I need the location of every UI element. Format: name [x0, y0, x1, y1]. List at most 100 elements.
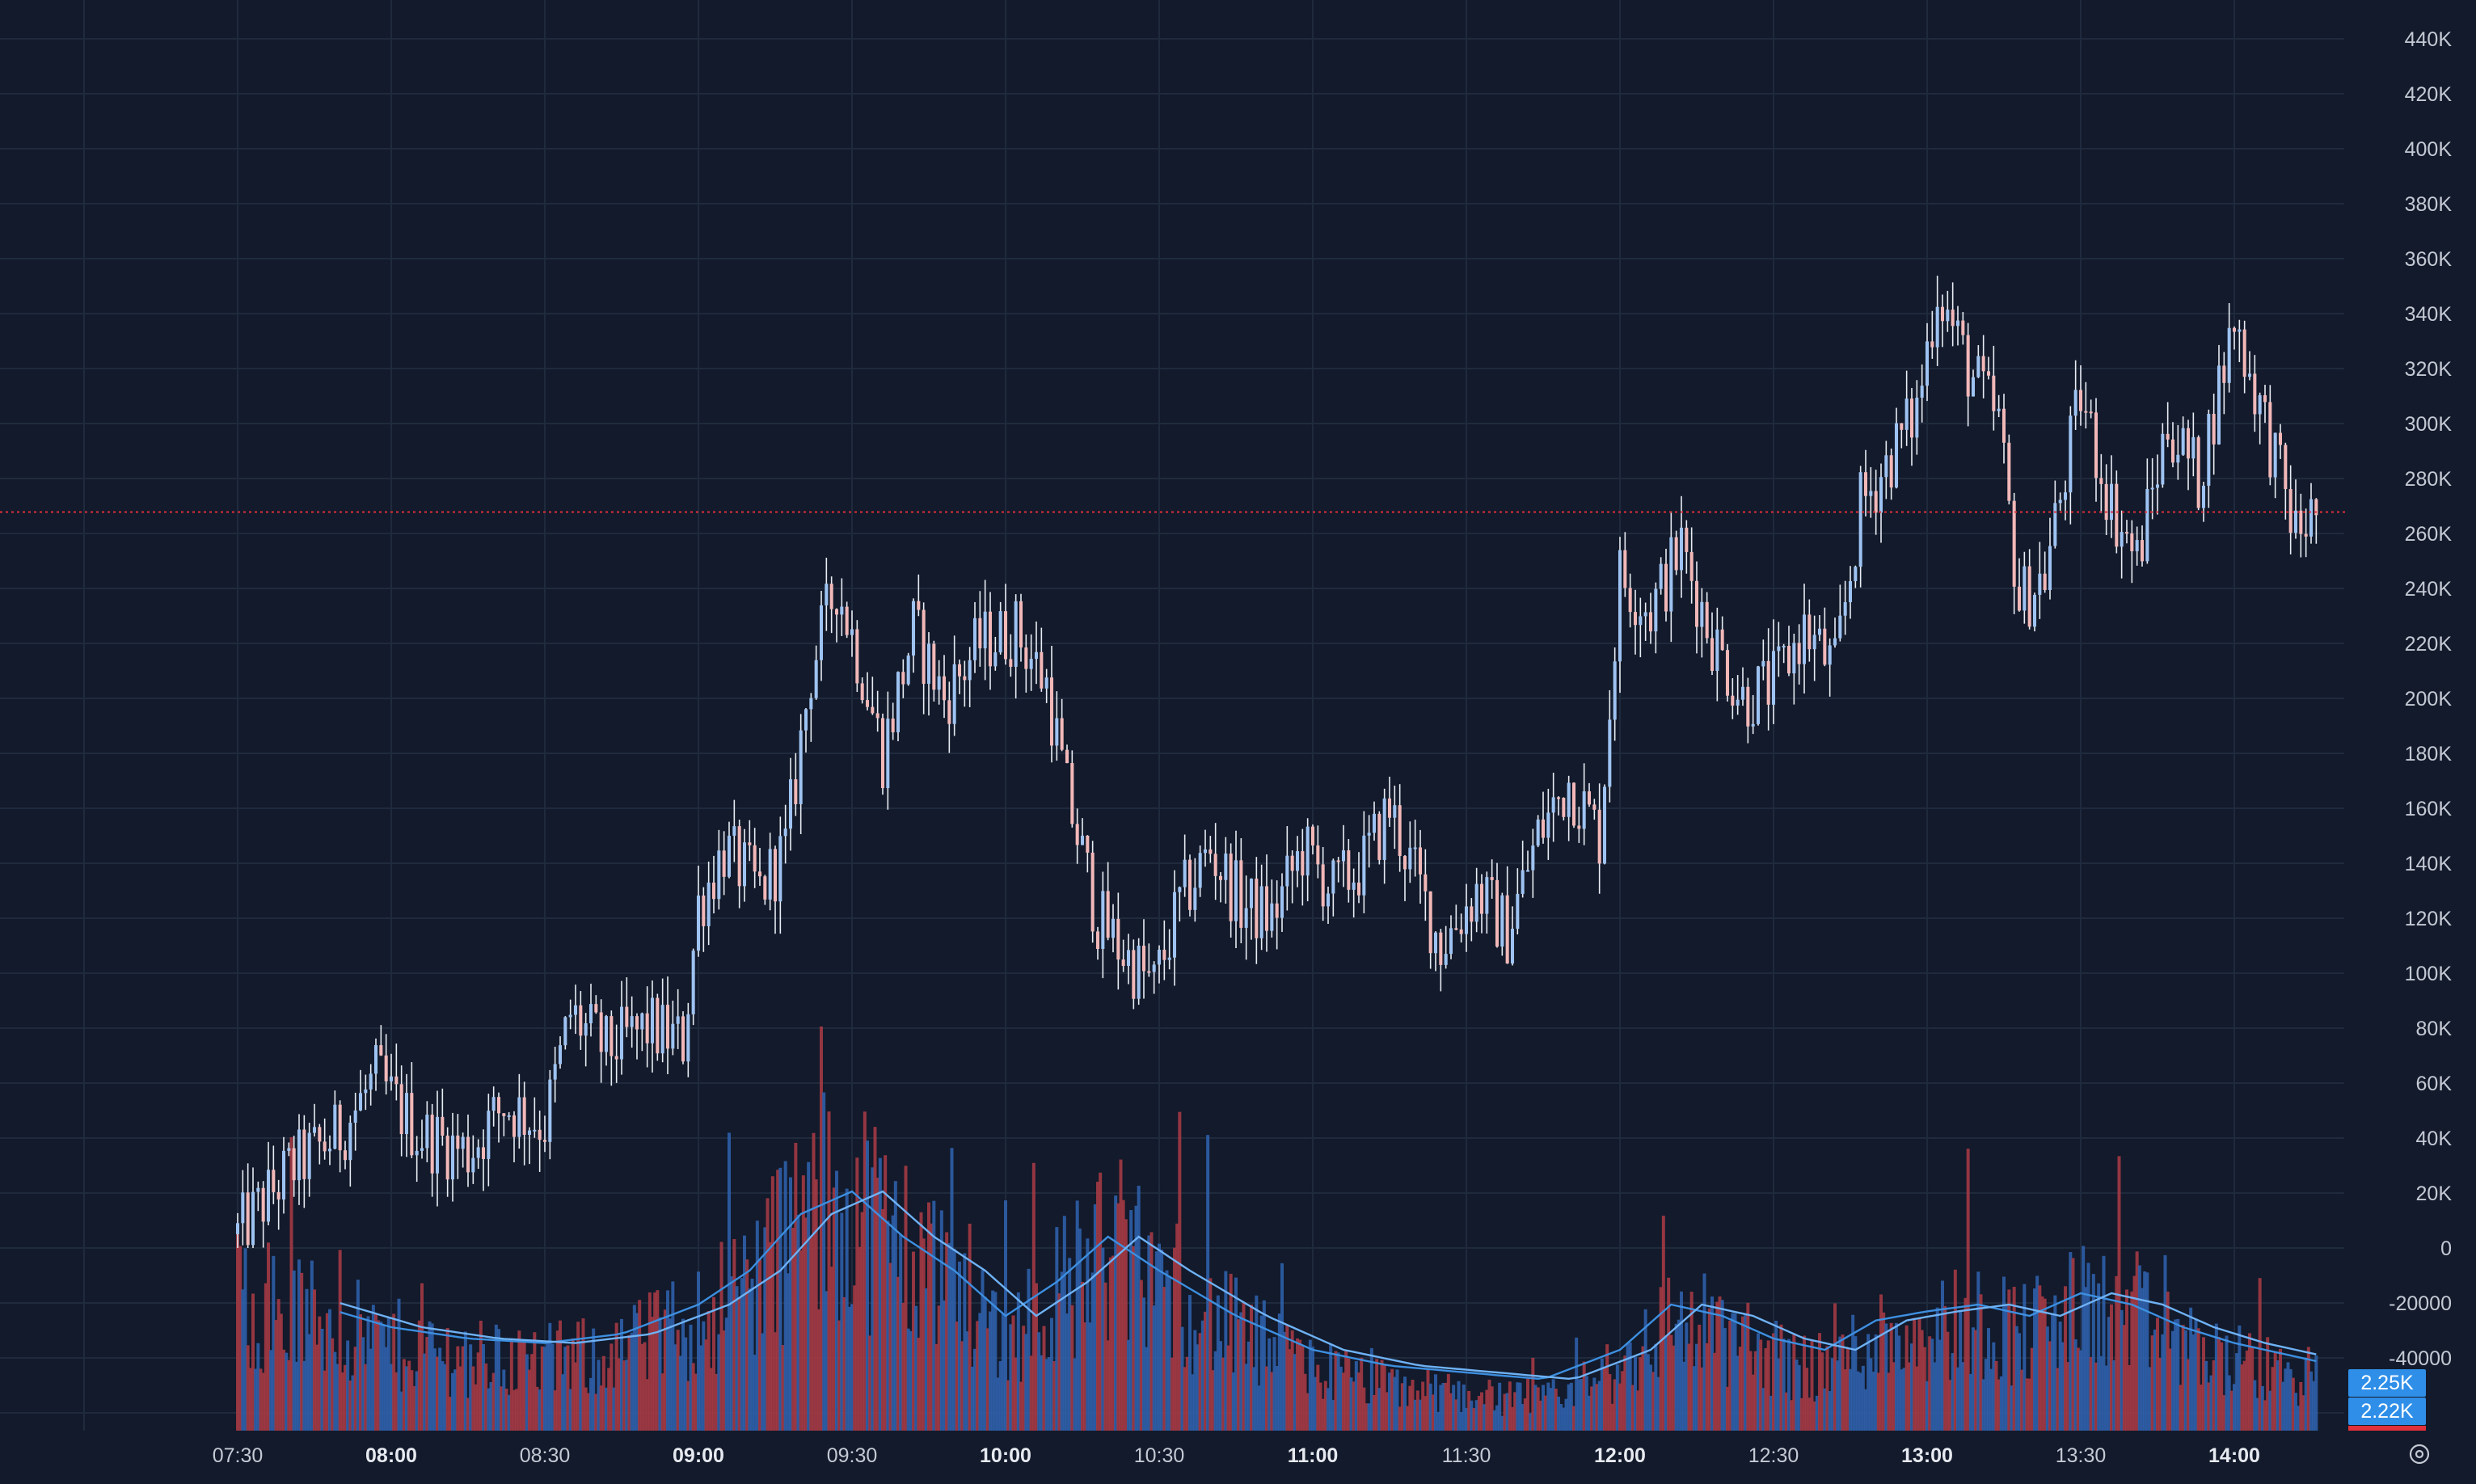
- volume-bar: [1298, 1339, 1302, 1431]
- volume-bar: [1001, 1313, 1005, 1431]
- volume-bar: [1301, 1346, 1305, 1431]
- volume-bar: [943, 1300, 946, 1431]
- volume-bar: [778, 1167, 782, 1431]
- candle-body: [1147, 971, 1151, 973]
- candle-body: [2145, 489, 2149, 562]
- volume-bar: [704, 1339, 708, 1431]
- volume-bar: [1380, 1360, 1384, 1431]
- volume-bar: [1554, 1389, 1558, 1431]
- volume-bar: [292, 1270, 296, 1431]
- candle-body: [635, 1016, 639, 1030]
- volume-bar: [712, 1296, 715, 1431]
- volume-bar: [1746, 1302, 1750, 1431]
- volume-bar: [855, 1157, 859, 1431]
- volume-bar: [1037, 1332, 1041, 1431]
- volume-bar: [996, 1377, 1000, 1431]
- candle-body: [998, 611, 1002, 653]
- volume-bar: [1700, 1367, 1704, 1431]
- candle-body: [1761, 660, 1765, 667]
- candle-body: [1771, 651, 1776, 705]
- volume-bar: [934, 1343, 939, 1431]
- volume-bar: [1127, 1339, 1130, 1431]
- volume-bar: [820, 1027, 823, 1431]
- volume-bar: [2094, 1362, 2098, 1431]
- candle-body: [1858, 472, 1862, 567]
- volume-bar: [1200, 1320, 1204, 1431]
- volume-bar: [2306, 1347, 2310, 1431]
- candle-body: [558, 1045, 563, 1065]
- candle-body: [650, 997, 655, 1043]
- volume-tag-label: 2.22K: [2360, 1400, 2414, 1423]
- volume-bar: [1592, 1377, 1597, 1431]
- volume-bar: [2245, 1350, 2249, 1431]
- candle-body: [281, 1150, 286, 1199]
- volume-bar: [1930, 1339, 1934, 1431]
- candle-body: [471, 1157, 475, 1173]
- volume-bar: [1828, 1391, 1832, 1431]
- volume-bar: [1288, 1349, 1292, 1431]
- gear-icon[interactable]: [2409, 1444, 2430, 1465]
- volume-bar: [328, 1309, 331, 1431]
- candle-body: [2104, 483, 2108, 521]
- candle-body: [466, 1136, 470, 1173]
- volume-bar: [313, 1289, 316, 1431]
- volume-bar: [1584, 1376, 1588, 1431]
- candle-body: [358, 1093, 363, 1111]
- volume-bar: [1106, 1340, 1110, 1431]
- volume-bar: [1523, 1398, 1527, 1431]
- candle-body: [2191, 436, 2195, 459]
- candle-body: [496, 1097, 501, 1114]
- volume-bar: [1951, 1352, 1955, 1431]
- volume-bar: [896, 1276, 900, 1431]
- candle-body: [235, 1223, 240, 1234]
- volume-bar: [1836, 1360, 1840, 1431]
- volume-bar: [325, 1313, 329, 1431]
- candle-body: [517, 1097, 521, 1137]
- candle-body: [2309, 499, 2314, 537]
- candle-body: [1424, 874, 1428, 892]
- volume-bar: [2020, 1369, 2024, 1431]
- volume-bar: [1449, 1393, 1453, 1431]
- candle-body: [1505, 895, 1509, 964]
- volume-bar: [586, 1393, 590, 1431]
- volume-bar: [1206, 1135, 1210, 1431]
- candle-body: [1567, 782, 1571, 817]
- candle-body: [1249, 879, 1254, 909]
- volume-bar: [1173, 1247, 1176, 1431]
- candle-body: [1280, 886, 1284, 918]
- gear-icon-ring: [2409, 1444, 2430, 1465]
- volume-bar: [1603, 1367, 1606, 1431]
- candle-body: [1664, 563, 1668, 612]
- volume-bar: [1897, 1335, 1901, 1431]
- volume-bar: [1388, 1372, 1391, 1431]
- volume-bar: [2122, 1325, 2126, 1431]
- candle-body: [1449, 928, 1453, 955]
- volume-bar: [366, 1316, 370, 1431]
- volume-bar: [2233, 1384, 2236, 1431]
- candle-body: [1495, 879, 1500, 947]
- candle-body: [1183, 859, 1187, 887]
- candle-body: [871, 706, 875, 714]
- volume-bar: [502, 1369, 506, 1431]
- volume-bar: [666, 1290, 669, 1431]
- volume-bar: [589, 1377, 593, 1431]
- candle-body: [619, 1006, 624, 1060]
- volume-bar: [2010, 1385, 2014, 1431]
- volume-bar: [305, 1288, 309, 1431]
- volume-bar: [1483, 1404, 1487, 1431]
- candle-body: [972, 618, 977, 660]
- candle-body: [1633, 612, 1638, 626]
- volume-bar: [707, 1310, 711, 1431]
- volume-bar: [423, 1353, 427, 1431]
- price-tick-label: 160K: [2405, 798, 2453, 820]
- candle-body: [1597, 809, 1601, 864]
- volume-bar: [2179, 1385, 2183, 1431]
- volume-bar: [1858, 1372, 1862, 1431]
- volume-bar: [1946, 1331, 1950, 1431]
- candle-body: [794, 779, 798, 804]
- volume-bar: [474, 1384, 478, 1431]
- candle-body: [1157, 950, 1162, 965]
- candle-body: [891, 719, 895, 733]
